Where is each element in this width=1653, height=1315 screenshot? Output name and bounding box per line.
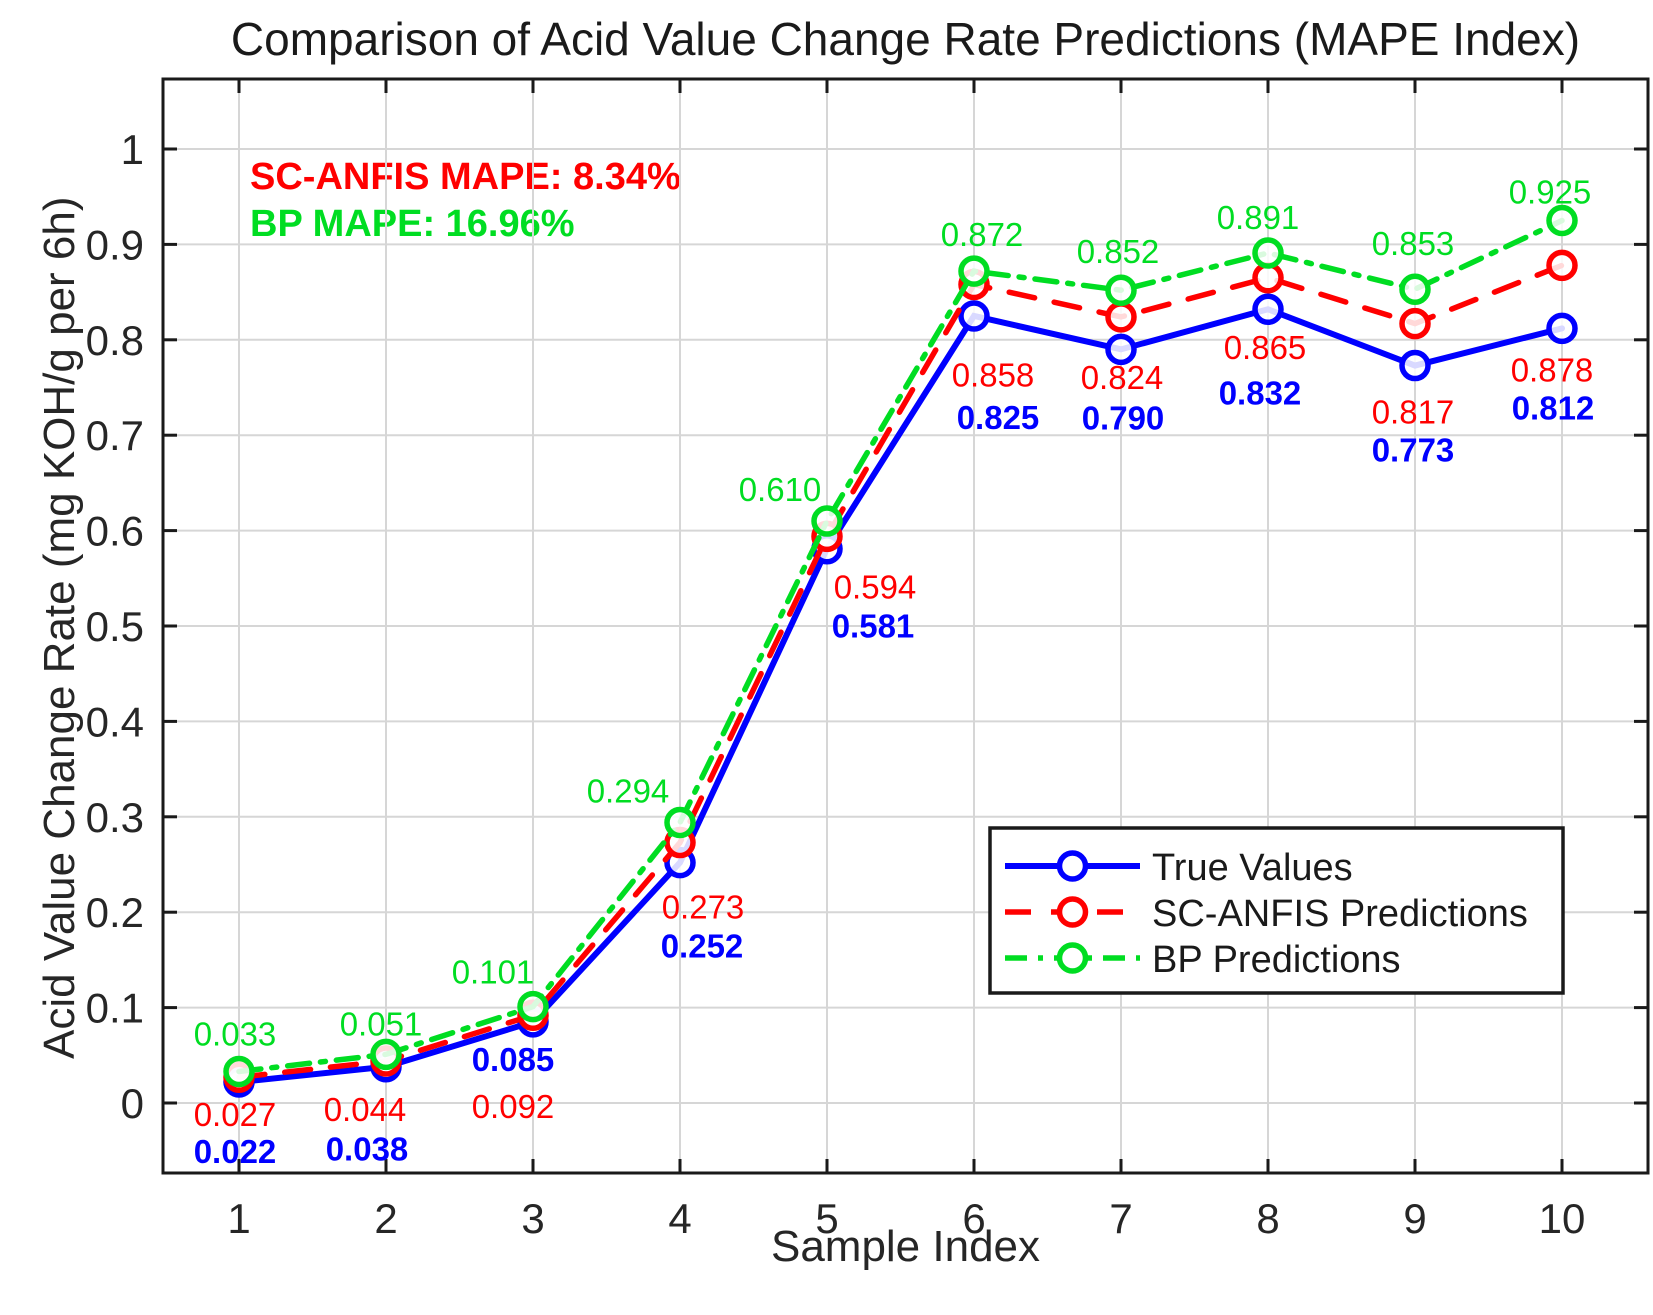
data-point-label: 0.865 bbox=[1224, 329, 1307, 366]
data-point-label: 0.853 bbox=[1372, 225, 1455, 262]
data-point-marker bbox=[958, 255, 990, 287]
data-point-marker bbox=[1399, 307, 1431, 340]
data-point-marker bbox=[811, 505, 843, 537]
data-point-label: 0.252 bbox=[661, 928, 744, 965]
chart-title: Comparison of Acid Value Change Rate Pre… bbox=[230, 13, 1581, 65]
data-point-marker bbox=[1105, 333, 1137, 366]
x-tick-label: 6 bbox=[962, 1195, 985, 1242]
y-tick-label: 0.9 bbox=[86, 221, 144, 268]
data-point-label: 0.817 bbox=[1372, 394, 1455, 431]
data-point-label: 0.273 bbox=[662, 889, 745, 926]
data-point-label: 0.581 bbox=[832, 608, 915, 645]
data-point-label: 0.022 bbox=[194, 1133, 277, 1170]
data-point-marker bbox=[1105, 301, 1137, 333]
data-point-marker bbox=[1546, 312, 1578, 345]
legend-sample-marker bbox=[1056, 850, 1089, 882]
data-point-label: 0.594 bbox=[834, 568, 917, 605]
data-point-label: 0.038 bbox=[326, 1131, 409, 1168]
series-line-2 bbox=[236, 262, 1565, 1080]
data-point-marker bbox=[1105, 274, 1137, 306]
y-tick-label: 0.6 bbox=[86, 508, 144, 555]
mape-annotation-bp: BP MAPE: 16.96% bbox=[250, 203, 575, 245]
data-point-label: 0.773 bbox=[1372, 432, 1455, 469]
data-point-label: 0.044 bbox=[324, 1091, 407, 1128]
y-tick-label: 0.7 bbox=[86, 412, 144, 459]
data-point-label: 0.858 bbox=[952, 356, 1035, 393]
y-tick-label: 0.8 bbox=[86, 317, 144, 364]
data-point-label: 0.294 bbox=[587, 773, 670, 810]
data-point-label: 0.891 bbox=[1217, 199, 1300, 236]
y-tick-label: 0.1 bbox=[86, 985, 144, 1032]
data-point-marker bbox=[517, 990, 549, 1023]
y-tick-label: 1 bbox=[121, 126, 144, 173]
legend-entry-label: SC-ANFIS Predictions bbox=[1152, 893, 1528, 935]
data-point-marker bbox=[1252, 293, 1284, 326]
data-point-label: 0.101 bbox=[452, 954, 535, 991]
series-line-1 bbox=[236, 306, 1565, 1086]
series-line-3 bbox=[236, 217, 1565, 1075]
x-tick-label: 9 bbox=[1403, 1195, 1426, 1242]
y-tick-label: 0.3 bbox=[86, 794, 144, 841]
x-tick-label: 3 bbox=[521, 1195, 544, 1242]
data-point-label: 0.878 bbox=[1511, 351, 1594, 388]
legend-entry-label: BP Predictions bbox=[1152, 939, 1401, 981]
data-point-label: 0.092 bbox=[472, 1088, 555, 1125]
data-point-label: 0.832 bbox=[1219, 374, 1302, 411]
data-point-label: 0.051 bbox=[340, 1005, 423, 1042]
y-tick-label: 0.2 bbox=[86, 889, 144, 936]
data-point-marker bbox=[223, 1055, 255, 1088]
legend-sample-marker bbox=[1056, 942, 1089, 974]
data-point-marker bbox=[1399, 273, 1431, 305]
x-tick-label: 2 bbox=[374, 1195, 397, 1242]
y-tick-label: 0 bbox=[121, 1080, 144, 1127]
x-tick-label: 10 bbox=[1539, 1195, 1586, 1242]
data-point-label: 0.610 bbox=[739, 471, 822, 508]
legend-sample-marker bbox=[1056, 896, 1089, 928]
data-point-marker bbox=[370, 1038, 402, 1071]
data-point-marker bbox=[1252, 237, 1284, 269]
x-tick-label: 7 bbox=[1109, 1195, 1132, 1242]
data-point-label: 0.925 bbox=[1509, 174, 1592, 211]
data-point-label: 0.033 bbox=[194, 1016, 277, 1053]
data-point-label: 0.027 bbox=[194, 1096, 277, 1133]
data-point-label: 0.085 bbox=[472, 1041, 555, 1078]
mape-annotation-sc-anfis: SC-ANFIS MAPE: 8.34% bbox=[250, 156, 681, 198]
legend-entry-label: True Values bbox=[1152, 847, 1353, 889]
data-point-label: 0.825 bbox=[957, 399, 1040, 436]
x-tick-label: 5 bbox=[815, 1195, 838, 1242]
data-point-marker bbox=[1546, 204, 1578, 237]
data-point-marker bbox=[1399, 349, 1431, 382]
data-point-marker bbox=[664, 806, 696, 839]
data-point-label: 0.824 bbox=[1081, 359, 1164, 396]
x-tick-label: 8 bbox=[1256, 1195, 1279, 1242]
data-point-label: 0.852 bbox=[1077, 233, 1160, 270]
y-tick-label: 0.5 bbox=[86, 603, 144, 650]
data-point-marker bbox=[958, 300, 990, 332]
data-point-label: 0.790 bbox=[1082, 399, 1165, 436]
data-point-label: 0.872 bbox=[941, 216, 1024, 253]
y-tick-label: 0.4 bbox=[86, 698, 144, 745]
x-tick-label: 4 bbox=[668, 1195, 691, 1242]
data-point-marker bbox=[1546, 249, 1578, 282]
x-axis-label: Sample Index bbox=[770, 1222, 1041, 1271]
data-point-label: 0.812 bbox=[1512, 389, 1595, 426]
x-tick-label: 1 bbox=[227, 1195, 250, 1242]
